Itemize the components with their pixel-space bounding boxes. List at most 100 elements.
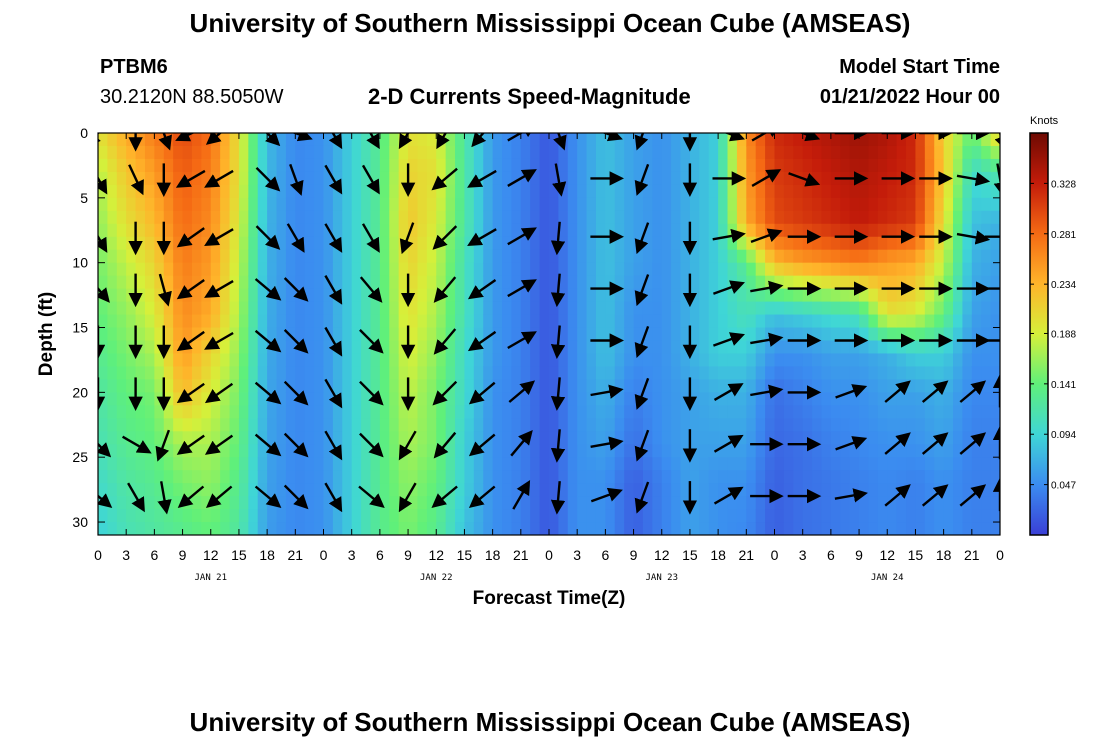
- heatmap-cell: [539, 392, 550, 406]
- heatmap-cell: [229, 509, 240, 523]
- heatmap-cell: [511, 431, 522, 445]
- heatmap-cell: [135, 327, 146, 342]
- heatmap-cell: [116, 197, 127, 212]
- heatmap-cell: [135, 405, 146, 419]
- heatmap-cell: [624, 405, 635, 419]
- heatmap-cell: [793, 392, 804, 406]
- heatmap-cell: [539, 431, 550, 445]
- heatmap-cell: [238, 418, 249, 432]
- heatmap-cell: [502, 418, 513, 432]
- heatmap-cell: [238, 223, 249, 238]
- heatmap-cell: [962, 288, 973, 303]
- heatmap-cell: [361, 158, 372, 173]
- heatmap-cell: [539, 301, 550, 316]
- heatmap-cell: [859, 145, 870, 160]
- heatmap-cell: [614, 444, 625, 458]
- heatmap-cell: [135, 249, 146, 264]
- heatmap-cell: [248, 470, 259, 484]
- heatmap-cell: [220, 496, 231, 510]
- heatmap-cell: [727, 444, 738, 458]
- heatmap-cell: [830, 327, 841, 342]
- heatmap-cell: [398, 353, 409, 368]
- current-vector-arrow: [98, 493, 113, 509]
- heatmap-cell: [98, 314, 108, 329]
- heatmap-cell: [868, 275, 879, 290]
- heatmap-cell: [502, 405, 513, 419]
- heatmap-cell: [661, 496, 672, 510]
- heatmap-cell: [821, 470, 832, 484]
- heatmap-cell: [530, 470, 541, 484]
- heatmap-cell: [473, 483, 484, 497]
- heatmap-cell: [210, 483, 221, 497]
- heatmap-cell: [718, 184, 729, 199]
- heatmap-cell: [642, 133, 653, 147]
- heatmap-cell: [699, 133, 710, 147]
- heatmap-cell: [539, 133, 550, 147]
- heatmap-cell: [182, 210, 193, 225]
- heatmap-cell: [962, 314, 973, 329]
- x-tick-label: 0: [320, 547, 328, 563]
- heatmap-cell: [144, 392, 155, 406]
- heatmap-cell: [962, 431, 973, 445]
- current-vector-arrow: [467, 169, 497, 188]
- heatmap-cell: [285, 366, 296, 380]
- heatmap-cell: [163, 470, 174, 484]
- heatmap-cell: [511, 197, 522, 212]
- heatmap-cell: [398, 366, 409, 380]
- heatmap-cell: [163, 249, 174, 264]
- heatmap-cell: [774, 483, 785, 497]
- heatmap-cell: [549, 457, 559, 471]
- heatmap-cell: [257, 496, 268, 510]
- x-tick-label: 18: [710, 547, 726, 563]
- current-vector-arrow: [712, 332, 745, 347]
- heatmap-cell: [962, 197, 973, 212]
- heatmap-cell: [934, 275, 945, 290]
- heatmap-cell: [464, 379, 475, 393]
- heatmap-cell: [116, 288, 127, 303]
- heatmap-cell: [285, 379, 296, 393]
- heatmap-cell: [906, 418, 917, 432]
- current-vector-arrow: [550, 481, 566, 515]
- heatmap-cell: [943, 340, 954, 355]
- heatmap-cell: [577, 353, 588, 368]
- heatmap-cell: [229, 470, 240, 484]
- heatmap-cell: [445, 522, 456, 535]
- heatmap-cell: [812, 522, 823, 535]
- heatmap-cell: [314, 262, 325, 277]
- heatmap-cell: [511, 483, 522, 497]
- heatmap-cell: [558, 353, 569, 368]
- heatmap-cell: [962, 184, 973, 199]
- heatmap-cell: [276, 184, 287, 199]
- heatmap-cell: [943, 158, 954, 173]
- page-title: University of Southern Mississippi Ocean…: [189, 8, 911, 38]
- heatmap-cell: [652, 405, 663, 419]
- heatmap-cell: [765, 418, 776, 432]
- heatmap-cell: [201, 405, 212, 419]
- heatmap-cell: [285, 457, 296, 471]
- heatmap-cell: [990, 444, 1000, 458]
- heatmap-cell: [163, 210, 174, 225]
- heatmap-cell: [238, 262, 249, 277]
- heatmap-cell: [849, 223, 860, 238]
- heatmap-cell: [220, 249, 231, 264]
- station-coordinates: 30.2120N 88.5050W: [100, 86, 284, 108]
- heatmap-cell: [868, 236, 879, 251]
- heatmap-cell: [107, 470, 118, 484]
- heatmap-cell: [229, 301, 240, 316]
- heatmap-cell: [699, 184, 710, 199]
- heatmap-cell: [135, 457, 146, 471]
- heatmap-cell: [896, 145, 907, 160]
- heatmap-cell: [511, 457, 522, 471]
- heatmap-cell: [342, 509, 353, 523]
- heatmap-cell: [746, 444, 757, 458]
- heatmap-cell: [605, 236, 616, 251]
- heatmap-cell: [511, 301, 522, 316]
- heatmap-cell: [116, 496, 127, 510]
- heatmap-cell: [417, 262, 428, 277]
- heatmap-cell: [398, 145, 409, 160]
- heatmap-cell: [417, 301, 428, 316]
- heatmap-cell: [173, 223, 184, 238]
- heatmap-cell: [661, 197, 672, 212]
- heatmap-cell: [191, 431, 202, 445]
- heatmap-cell: [765, 301, 776, 316]
